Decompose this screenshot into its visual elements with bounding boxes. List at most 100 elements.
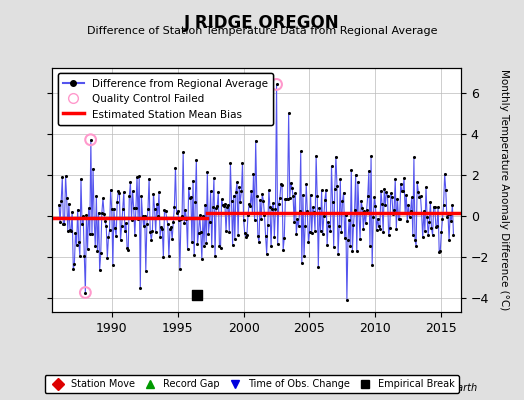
Point bbox=[180, 220, 189, 226]
Point bbox=[59, 221, 68, 228]
Point bbox=[66, 227, 74, 234]
Point bbox=[411, 237, 419, 243]
Point bbox=[199, 213, 207, 220]
Point bbox=[257, 216, 265, 222]
Point bbox=[293, 216, 302, 223]
Point bbox=[331, 186, 339, 192]
Point bbox=[300, 253, 308, 259]
Point bbox=[372, 202, 380, 209]
Point bbox=[255, 238, 263, 245]
Point bbox=[337, 229, 346, 235]
Point bbox=[356, 236, 364, 242]
Point bbox=[170, 204, 179, 210]
Point bbox=[318, 187, 326, 194]
Point bbox=[434, 204, 442, 210]
Point bbox=[172, 210, 181, 217]
Point bbox=[412, 242, 420, 249]
Point bbox=[191, 199, 200, 206]
Point bbox=[201, 202, 209, 209]
Point bbox=[361, 208, 369, 214]
Point bbox=[301, 222, 309, 229]
Point bbox=[79, 213, 88, 220]
Point bbox=[263, 250, 271, 257]
Point bbox=[274, 240, 282, 247]
Point bbox=[350, 222, 358, 228]
Point bbox=[222, 228, 230, 234]
Point bbox=[86, 136, 95, 143]
Point bbox=[95, 267, 104, 274]
Point bbox=[400, 175, 408, 182]
Point bbox=[215, 243, 224, 249]
Legend: Station Move, Record Gap, Time of Obs. Change, Empirical Break: Station Move, Record Gap, Time of Obs. C… bbox=[45, 375, 459, 393]
Point bbox=[80, 253, 89, 259]
Point bbox=[292, 230, 301, 237]
Text: J RIDGE OREGON: J RIDGE OREGON bbox=[184, 14, 340, 32]
Point bbox=[223, 204, 231, 210]
Point bbox=[135, 173, 144, 180]
Point bbox=[129, 205, 138, 212]
Point bbox=[364, 192, 372, 199]
Point bbox=[100, 210, 108, 217]
Point bbox=[333, 182, 341, 189]
Point bbox=[315, 205, 324, 211]
Point bbox=[254, 233, 262, 239]
Point bbox=[244, 212, 252, 218]
Point bbox=[363, 207, 371, 213]
Point bbox=[198, 256, 206, 263]
Point bbox=[189, 178, 197, 184]
Point bbox=[303, 208, 312, 215]
Point bbox=[238, 160, 247, 166]
Point bbox=[139, 223, 148, 229]
Point bbox=[294, 223, 303, 229]
Point bbox=[250, 217, 259, 224]
Point bbox=[376, 226, 384, 232]
Point bbox=[390, 207, 398, 213]
Point bbox=[416, 193, 424, 200]
Point bbox=[102, 223, 111, 229]
Point bbox=[386, 225, 394, 231]
Point bbox=[391, 176, 399, 182]
Point bbox=[373, 226, 381, 233]
Point bbox=[278, 182, 286, 188]
Point bbox=[78, 221, 86, 227]
Point bbox=[289, 193, 297, 199]
Point bbox=[105, 227, 114, 234]
Point bbox=[312, 153, 320, 159]
Point bbox=[377, 187, 385, 194]
Point bbox=[352, 172, 360, 178]
Point bbox=[260, 212, 269, 218]
Point bbox=[298, 260, 306, 266]
Point bbox=[410, 154, 418, 160]
Point bbox=[307, 192, 315, 198]
Point bbox=[305, 229, 314, 236]
Point bbox=[192, 156, 201, 163]
Point bbox=[138, 212, 147, 219]
Point bbox=[366, 243, 374, 249]
Point bbox=[299, 192, 307, 198]
Point bbox=[268, 205, 276, 212]
Point bbox=[345, 217, 353, 223]
Point bbox=[380, 186, 388, 192]
Point bbox=[106, 187, 115, 193]
Point bbox=[414, 189, 422, 195]
Point bbox=[320, 213, 328, 220]
Point bbox=[369, 214, 377, 220]
Point bbox=[220, 203, 228, 210]
Point bbox=[118, 206, 127, 212]
Point bbox=[319, 231, 327, 238]
Point bbox=[152, 201, 161, 208]
Point bbox=[248, 210, 257, 216]
Point bbox=[96, 250, 105, 257]
Point bbox=[71, 230, 80, 236]
Point bbox=[81, 289, 90, 296]
Point bbox=[378, 200, 386, 207]
Point bbox=[431, 204, 439, 210]
Point bbox=[329, 199, 337, 206]
Point bbox=[435, 248, 443, 255]
Point bbox=[442, 187, 450, 194]
Point bbox=[266, 204, 274, 211]
Point bbox=[316, 228, 325, 234]
Point bbox=[265, 187, 273, 194]
Text: Difference of Station Temperature Data from Regional Average: Difference of Station Temperature Data f… bbox=[87, 26, 437, 36]
Point bbox=[436, 248, 444, 254]
